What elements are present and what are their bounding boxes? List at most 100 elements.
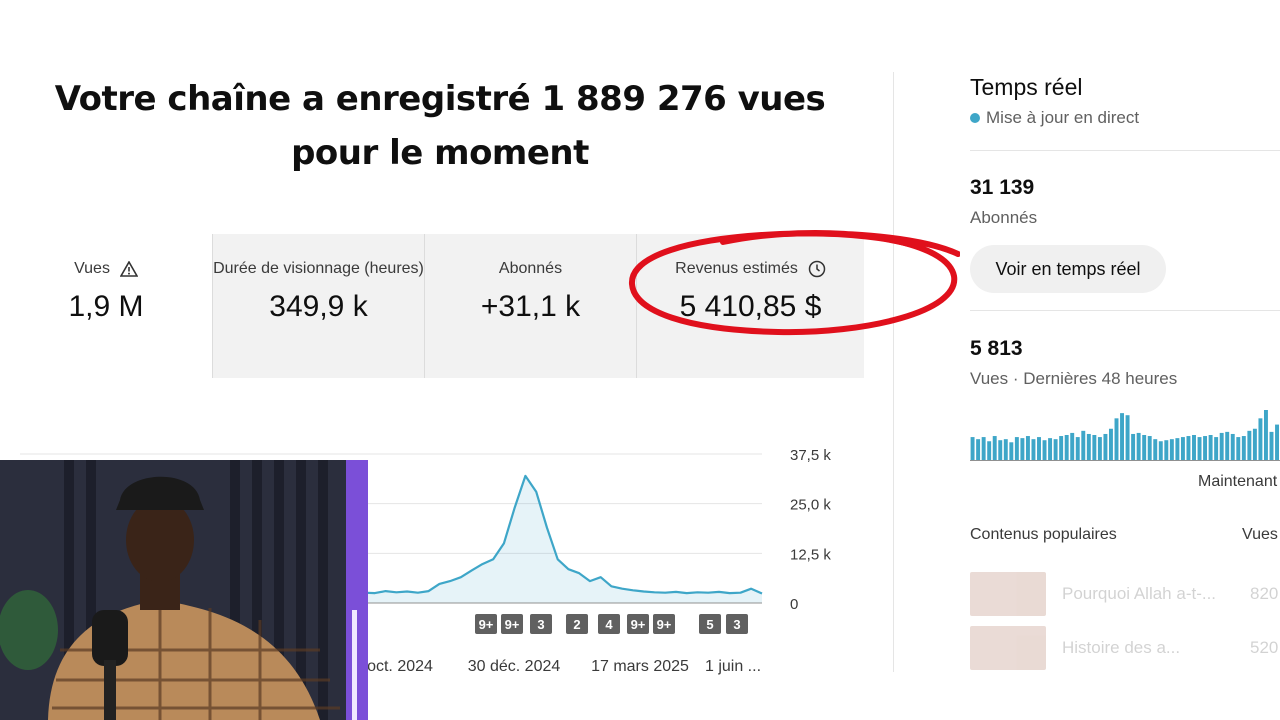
spark-bar bbox=[1014, 437, 1019, 460]
spark-bar bbox=[1142, 435, 1147, 460]
spark-bar bbox=[1037, 437, 1041, 460]
clock-icon bbox=[808, 260, 826, 278]
metric-card-views[interactable]: Vues 1,9 M bbox=[0, 234, 213, 378]
spark-bar bbox=[1147, 436, 1152, 460]
badge-label: 9+ bbox=[479, 617, 494, 632]
spark-bar bbox=[1125, 415, 1130, 460]
page-headline: Votre chaîne a enregistré 1 889 276 vues… bbox=[54, 79, 826, 173]
spark-bar bbox=[1208, 435, 1213, 460]
x-tick-label: 1 juin ... bbox=[705, 658, 761, 675]
metric-value: 5 410,85 $ bbox=[679, 290, 822, 323]
metric-card-subscribers[interactable]: Abonnés +31,1 k bbox=[425, 234, 637, 378]
spark-bar bbox=[1236, 437, 1241, 460]
annotation-badge[interactable]: 9+ bbox=[475, 614, 497, 634]
see-realtime-button[interactable]: Voir en temps réel bbox=[970, 245, 1166, 293]
annotation-badge[interactable]: 9+ bbox=[653, 614, 675, 634]
metric-label: Durée de visionnage (heures) bbox=[213, 260, 424, 277]
video-views: 520 bbox=[1250, 638, 1279, 657]
annotation-badge[interactable]: 5 bbox=[699, 614, 721, 634]
spark-bar bbox=[970, 437, 975, 460]
annotation-badge[interactable]: 3 bbox=[530, 614, 552, 634]
realtime-views-sparkline[interactable] bbox=[970, 402, 1280, 462]
badge-bg bbox=[501, 614, 523, 634]
spark-bar bbox=[1059, 436, 1064, 460]
spark-bar bbox=[1186, 436, 1191, 460]
video-views: 820 bbox=[1250, 584, 1279, 603]
spark-bar bbox=[1042, 440, 1047, 460]
badge-bg bbox=[530, 614, 552, 634]
badge-label: 4 bbox=[605, 617, 613, 632]
metric-value: 349,9 k bbox=[269, 290, 368, 323]
badge-label: 9+ bbox=[657, 617, 672, 632]
spark-bar bbox=[1003, 439, 1008, 460]
annotation-badge[interactable]: 3 bbox=[726, 614, 748, 634]
metrics-row: Vues 1,9 M Durée de visionnage (heures) … bbox=[0, 234, 893, 378]
spark-bar bbox=[1081, 430, 1086, 460]
spark-bar bbox=[1097, 437, 1102, 460]
column-divider bbox=[893, 72, 894, 672]
badge-bg bbox=[566, 614, 588, 634]
metric-card-revenue[interactable]: Revenus estimés 5 410,85 $ bbox=[637, 234, 864, 378]
spark-bar bbox=[1252, 428, 1257, 460]
top-bar bbox=[0, 0, 1280, 72]
realtime-subscribers-value: 31 139 bbox=[970, 176, 1035, 199]
realtime-subscribers-label: Abonnés bbox=[970, 208, 1038, 227]
badge-label: 9+ bbox=[631, 617, 646, 632]
presenter-webcam-overlay bbox=[0, 460, 368, 720]
spark-bar bbox=[998, 440, 1003, 460]
badge-bg bbox=[475, 614, 497, 634]
live-dot-icon bbox=[970, 113, 980, 123]
y-tick-label: 25,0 k bbox=[790, 497, 831, 514]
annotation-badge[interactable]: 9+ bbox=[627, 614, 649, 634]
y-tick-label: 0 bbox=[790, 596, 798, 613]
spark-bar bbox=[1075, 437, 1080, 460]
spark-bar bbox=[1120, 413, 1124, 461]
spark-bar bbox=[1275, 424, 1279, 460]
red-circle-annotation bbox=[629, 229, 960, 336]
divider bbox=[970, 150, 1280, 151]
spark-bar bbox=[1180, 437, 1185, 460]
badge-label: 3 bbox=[537, 617, 544, 632]
spark-bar bbox=[1020, 438, 1025, 461]
spark-bar bbox=[976, 439, 981, 460]
list-item[interactable]: Pourquoi Allah a-t-... 820 bbox=[970, 572, 1280, 616]
badge-label: 9+ bbox=[505, 617, 520, 632]
annotation-badge[interactable]: 4 bbox=[598, 614, 620, 634]
list-item[interactable]: Histoire des a... 520 bbox=[970, 626, 1280, 670]
spark-bar bbox=[1241, 436, 1246, 460]
divider bbox=[970, 310, 1280, 311]
spark-bar bbox=[1158, 441, 1163, 460]
spark-bar bbox=[1192, 435, 1196, 460]
spark-bar bbox=[1175, 438, 1180, 461]
metric-label: Vues bbox=[74, 260, 110, 277]
video-thumbnail bbox=[970, 626, 1046, 670]
metric-value: 1,9 M bbox=[68, 290, 144, 323]
video-thumbnail bbox=[970, 572, 1046, 616]
badge-bg bbox=[726, 614, 748, 634]
spark-bar bbox=[1269, 431, 1274, 461]
badge-label: 3 bbox=[733, 617, 740, 632]
spark-bar bbox=[987, 441, 992, 460]
badge-bg bbox=[627, 614, 649, 634]
spark-bar bbox=[1064, 435, 1069, 460]
spark-bar bbox=[1086, 433, 1091, 460]
annotation-badge[interactable]: 9+ bbox=[501, 614, 523, 634]
annotation-badge[interactable]: 2 bbox=[566, 614, 588, 634]
spark-bar bbox=[1169, 439, 1174, 460]
spark-bar bbox=[1053, 439, 1058, 460]
metric-value: +31,1 k bbox=[480, 290, 581, 323]
x-tick-label: 30 déc. 2024 bbox=[468, 658, 561, 675]
popular-views-header: Vues bbox=[1242, 526, 1278, 543]
metric-card-watch-time[interactable]: Durée de visionnage (heures) 349,9 k bbox=[213, 234, 425, 378]
spark-bar bbox=[1225, 431, 1230, 461]
spark-bar bbox=[1048, 438, 1053, 461]
realtime-views-value: 5 813 bbox=[970, 337, 1023, 360]
popular-content-header: Contenus populaires bbox=[970, 526, 1117, 543]
spark-bar bbox=[1009, 442, 1014, 460]
spark-bar bbox=[1203, 436, 1208, 460]
realtime-views-label: Vues · Dernières 48 heures bbox=[970, 369, 1178, 388]
y-tick-label: 12,5 k bbox=[790, 546, 831, 563]
live-indicator: Mise à jour en direct bbox=[970, 108, 1139, 128]
realtime-panel: Temps réel Mise à jour en direct 31 139 … bbox=[948, 72, 1280, 672]
realtime-title: Temps réel bbox=[970, 74, 1083, 100]
